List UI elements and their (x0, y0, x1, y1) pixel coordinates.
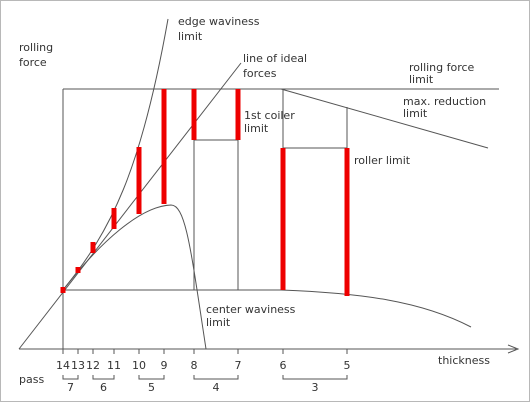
label: roller limit (354, 154, 411, 167)
pass-label: 4 (213, 381, 220, 394)
stand-label: 7 (235, 359, 242, 372)
label: limit (244, 122, 269, 135)
y-label: rolling (19, 41, 53, 54)
stand-label: 8 (191, 359, 198, 372)
pass-bracket (193, 375, 239, 380)
stand-label: 5 (344, 359, 351, 372)
label: max. reduction (403, 95, 486, 108)
label: limit (178, 30, 203, 43)
x-arrow (507, 344, 520, 354)
label: line of ideal (243, 52, 307, 65)
x-label: thickness (438, 354, 490, 367)
pass-label: 5 (148, 381, 155, 394)
ideal-forces-line (18, 62, 242, 350)
pass-bracket (92, 375, 115, 380)
stand-label: 10 (132, 359, 146, 372)
stand-label: 9 (161, 359, 168, 372)
stand-label: 6 (280, 359, 287, 372)
pass-bracket (282, 375, 348, 380)
label: limit (409, 73, 434, 86)
pass-label: 7 (67, 381, 74, 394)
pass-label: 6 (100, 381, 107, 394)
edge-waviness-curve (62, 18, 169, 291)
label: rolling force (409, 61, 475, 74)
label: center waviness (206, 303, 296, 316)
stand-label: 13 (71, 359, 85, 372)
pass-label: 3 (312, 381, 319, 394)
stand-label: 12 (86, 359, 100, 372)
stand-label: 11 (107, 359, 121, 372)
y-label: force (19, 56, 47, 69)
label: limit (206, 316, 231, 329)
pass-bracket (62, 375, 79, 380)
stand-label: 14 (56, 359, 70, 372)
pass-label: pass (19, 373, 44, 386)
label: forces (243, 67, 277, 80)
center-hump-curve (62, 204, 207, 350)
center-waviness-curve (63, 289, 472, 328)
max-reduction-line (280, 88, 489, 149)
coiler-box (193, 139, 239, 291)
label: limit (403, 107, 428, 120)
label: edge waviness (178, 15, 260, 28)
pass-bracket (138, 375, 165, 380)
label: 1st coiler (244, 109, 295, 122)
